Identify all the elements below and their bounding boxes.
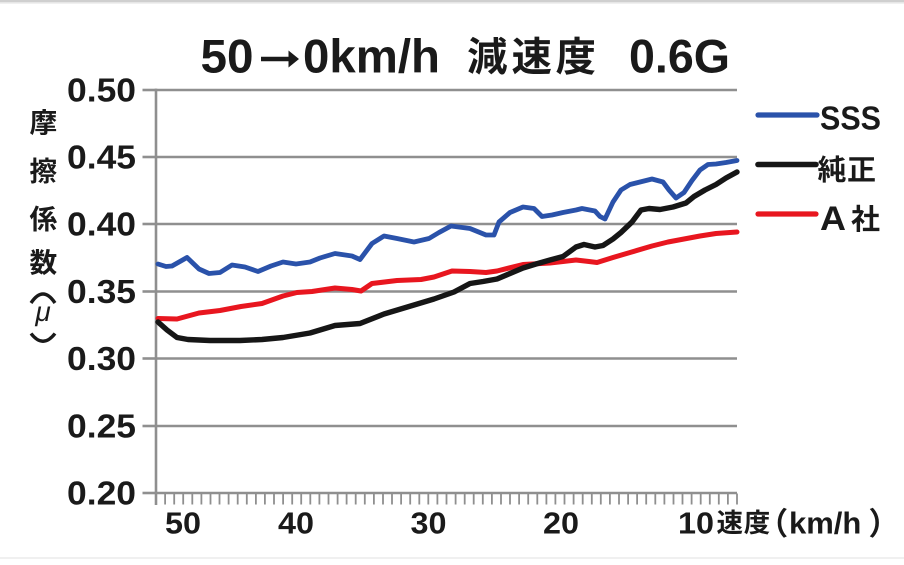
svg-text:0.50: 0.50 [67,71,136,108]
svg-text:km/h: km/h [789,506,861,541]
svg-text:0.25: 0.25 [67,407,136,444]
svg-text:μ: μ [34,296,50,327]
svg-text:30: 30 [411,506,447,541]
svg-text:0.40: 0.40 [67,205,136,242]
svg-text:0.30: 0.30 [67,340,136,377]
svg-text:20: 20 [543,506,579,541]
svg-text:SSS: SSS [820,100,881,137]
svg-text:50: 50 [201,30,254,83]
svg-text:0.45: 0.45 [67,138,136,175]
svg-text:40: 40 [278,506,314,541]
svg-text:A: A [820,200,846,238]
svg-text:0.6G: 0.6G [629,30,730,83]
svg-text:10: 10 [678,506,714,541]
svg-text:50: 50 [165,506,201,541]
svg-text:0km/h: 0km/h [303,30,440,83]
svg-text:0.35: 0.35 [67,273,136,310]
svg-text:0.20: 0.20 [67,474,136,511]
